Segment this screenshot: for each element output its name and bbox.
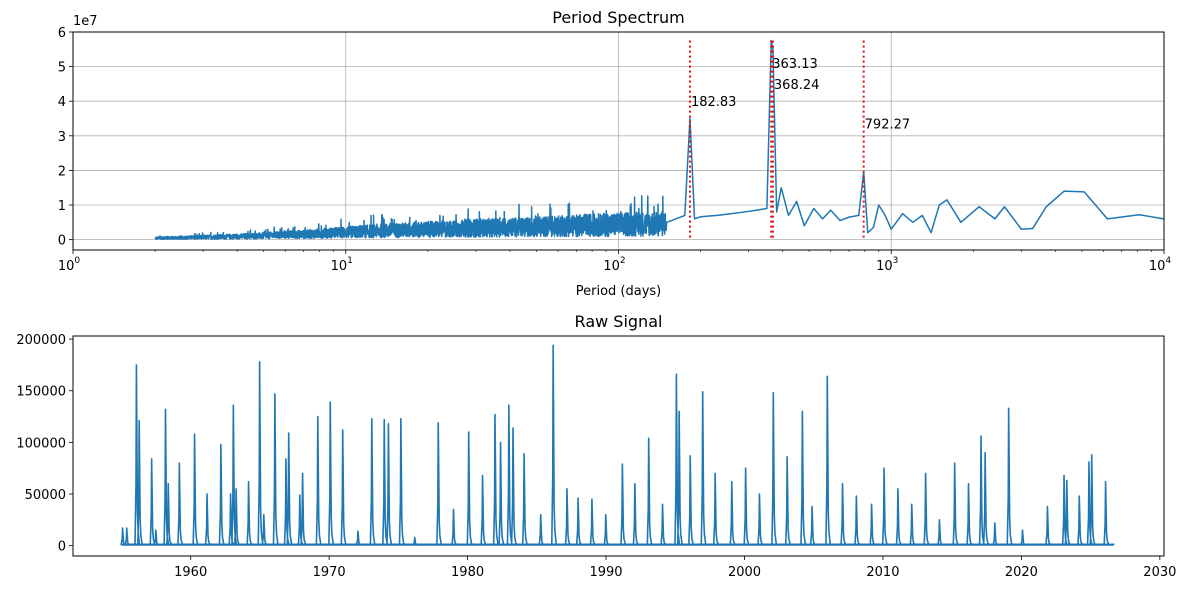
chart-title: Period Spectrum [552,8,685,27]
period-spectrum-axes: Period Spectrum 1e7 Period (days) 100 101… [58,8,1172,299]
y-tick-label: 1 [58,199,66,214]
x-tick-label: 2020 [1005,565,1038,580]
x-tick-label: 1990 [589,565,622,580]
peak-annotations: 182.83 363.13 368.24 792.27 [688,40,911,240]
x-tick-exponent: 1 [347,256,353,266]
y-tick-label: 100000 [16,436,66,451]
x-tick-base: 10 [603,259,620,274]
x-tick-label: 102 [603,256,625,274]
plot-area [154,39,1165,240]
x-tick-label: 100 [58,256,81,274]
plot-area [120,344,1115,546]
y-tick-label: 6 [58,26,66,41]
x-tick-exponent: 4 [1165,256,1171,266]
x-tick-base: 10 [876,259,893,274]
y-tick-label: 150000 [16,385,66,400]
y-tick-label: 3 [58,130,66,145]
x-tick-label: 104 [1149,256,1172,274]
x-tick-exponent: 3 [893,256,899,266]
peak-label: 363.13 [772,57,818,72]
x-tick-label: 1970 [313,565,346,580]
y-tick-label: 200000 [16,333,66,348]
axes-frame [72,335,1165,557]
y-tick-label: 50000 [25,488,66,503]
x-tick-label: 1960 [174,565,207,580]
y-axis-offset-label: 1e7 [73,14,98,29]
x-tick-label: 101 [331,256,353,274]
peak-label: 792.27 [865,118,911,133]
y-tick-label: 5 [58,61,66,76]
y-tick-label: 0 [58,234,66,249]
raw-signal-axes: Raw Signal 1960 1970 1980 1990 2000 2010 2020 2… [16,312,1176,580]
x-tick-label: 2030 [1143,565,1176,580]
x-tick-exponent: 2 [620,256,626,266]
x-tick-exponent: 0 [74,256,80,266]
x-tick-label: 103 [876,256,898,274]
x-tick-base: 10 [1149,259,1166,274]
x-tick-label: 2010 [866,565,899,580]
spectrum-line [154,39,1165,240]
peak-label: 182.83 [691,95,737,110]
x-axis-label: Period (days) [576,284,662,299]
y-axis-ticks: 0 1 2 3 4 5 6 [58,26,73,249]
x-tick-base: 10 [58,259,75,274]
y-axis-ticks: 0 50000 100000 150000 200000 [16,333,73,555]
axes-frame [72,31,1165,251]
x-axis-ticks: 1960 1970 1980 1990 2000 2010 2020 2030 [174,556,1176,580]
x-axis-ticks: 100 101 102 103 104 [58,250,1172,274]
x-tick-base: 10 [331,259,348,274]
y-tick-label: 0 [58,540,66,555]
x-tick-label: 1980 [451,565,484,580]
chart-title: Raw Signal [575,312,663,331]
y-tick-label: 2 [58,164,66,179]
x-tick-label: 2000 [728,565,761,580]
peak-label: 368.24 [774,78,820,93]
y-tick-label: 4 [58,95,66,110]
